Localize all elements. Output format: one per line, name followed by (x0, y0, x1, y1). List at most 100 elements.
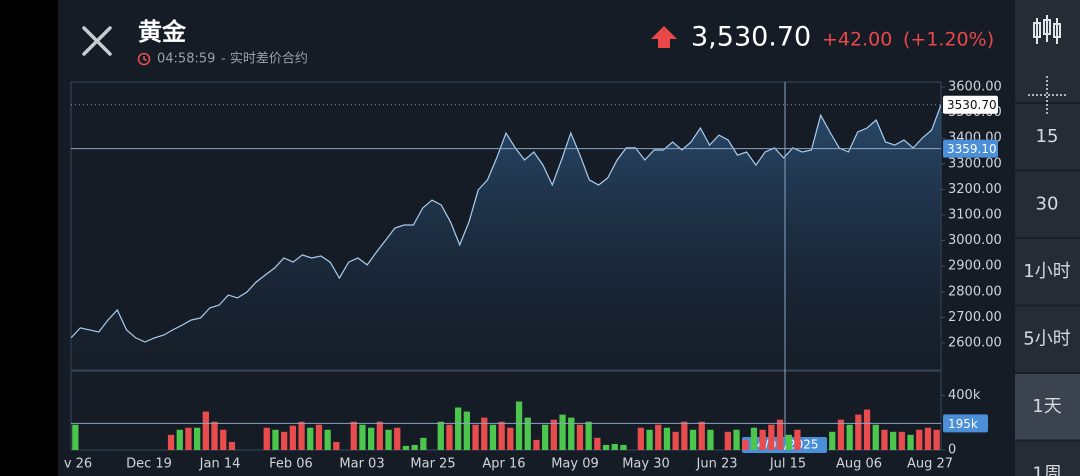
y-tick-label: 3200.00 (948, 182, 1002, 197)
volume-bar (759, 429, 766, 450)
interval-label[interactable]: 30 (1036, 194, 1059, 215)
instrument-title: 黄金 (138, 18, 187, 46)
volume-bar (350, 421, 357, 450)
interval-button[interactable]: 15 (1015, 102, 1080, 147)
volume-bar (881, 429, 888, 450)
x-tick-label: Aug 27 (907, 457, 953, 472)
y-tick-label: 3600.00 (948, 79, 1002, 94)
volume-bar (167, 434, 175, 450)
instrument-subtitle: - 实时差价合约 (221, 52, 308, 67)
volume-bar (559, 414, 566, 450)
volume-bar (785, 434, 792, 450)
volume-bar (855, 414, 862, 450)
up-arrow-icon (651, 26, 677, 48)
volume-bar (515, 401, 523, 450)
volume-bar (437, 421, 444, 450)
last-price-tag (943, 95, 998, 114)
y-tick-label: 0 (948, 443, 956, 458)
crosshair-price-tag (943, 139, 998, 158)
x-tick-label: Aug 06 (836, 457, 882, 472)
y-tick-label: 2700.00 (948, 310, 1002, 325)
interval-button[interactable]: 1周 (1015, 439, 1080, 476)
volume-bar (550, 419, 557, 450)
volume-bar (298, 421, 305, 450)
volume-bar (394, 427, 401, 450)
x-tick-label: Mar 03 (339, 457, 384, 472)
volume-bar (916, 429, 923, 450)
y-tick-label: 2800.00 (948, 284, 1002, 299)
clock-icon (137, 52, 151, 66)
volume-bar (794, 429, 801, 450)
interval-button[interactable]: 30 (1015, 169, 1080, 215)
volume-bar (829, 431, 836, 450)
x-tick-label: v 26 (64, 457, 92, 472)
x-tick-label: Feb 06 (269, 457, 313, 472)
volume-bar (507, 427, 514, 450)
price-plot (71, 104, 941, 370)
volume-bar (933, 429, 940, 450)
volume-bar (663, 427, 671, 450)
x-tick-label: Jul 15 (769, 457, 806, 472)
volume-bar (689, 429, 697, 450)
last-price-label: 3530.70 (947, 98, 997, 112)
volume-bar (750, 427, 758, 450)
price-change: +42.00 (822, 29, 892, 51)
volume-bar (724, 431, 731, 450)
interval-label[interactable]: 15 (1036, 126, 1059, 147)
crosshair-price-label: 3359.10 (947, 142, 997, 156)
volume-bar (872, 424, 879, 450)
volume-bar (707, 429, 714, 450)
x-tick-label: May 30 (622, 457, 670, 472)
interval-label[interactable]: 1周 (1032, 464, 1061, 476)
x-tick-label: Mar 25 (410, 457, 455, 472)
volume-bar (672, 431, 679, 450)
volume-bar (446, 424, 453, 450)
price-line (71, 104, 941, 343)
volume-bar (385, 429, 392, 450)
market-time: 04:58:59 (157, 52, 215, 67)
volume-bar (359, 424, 366, 450)
y-tick-label: 2600.00 (948, 335, 1002, 350)
candlestick-icon[interactable] (1033, 15, 1061, 44)
volume-bar (602, 444, 610, 450)
y-tick-label: 400k (948, 388, 981, 403)
interval-button[interactable]: 5小时 (1015, 304, 1080, 350)
volume-bar (768, 424, 775, 450)
volume-bar (202, 411, 209, 450)
volume-bar (646, 429, 653, 450)
volume-bar (315, 424, 323, 450)
y-tick-label: 2900.00 (948, 259, 1002, 274)
volume-bar (733, 429, 740, 450)
volume-bar (655, 424, 662, 450)
x-tick-label: Jan 14 (199, 457, 241, 472)
close-button[interactable] (82, 26, 112, 56)
volume-bar (368, 427, 375, 450)
volume-bar (455, 407, 462, 450)
volume-bar (228, 441, 236, 450)
volume-bar (542, 424, 549, 450)
y-tick-label: 3300.00 (948, 156, 1002, 171)
interval-selected-bg (1015, 373, 1080, 440)
volume-bar (211, 421, 218, 450)
interval-label[interactable]: 1小时 (1023, 261, 1070, 282)
volume-bar (463, 411, 470, 450)
volume-bar (272, 429, 279, 450)
current-price: 3,530.70 (691, 22, 811, 53)
volume-bar (281, 431, 288, 450)
interval-button[interactable]: 1天 (1015, 372, 1080, 440)
volume-bar (863, 409, 871, 450)
volume-bar (376, 421, 383, 450)
interval-label[interactable]: 5小时 (1023, 329, 1070, 350)
volume-bar (194, 427, 201, 450)
volume-bar (263, 427, 270, 450)
interval-label[interactable]: 1天 (1032, 396, 1061, 417)
volume-bar (498, 421, 505, 450)
volume-bar (620, 444, 627, 450)
x-tick-label: Apr 16 (482, 457, 525, 472)
x-tick-label: Dec 19 (126, 457, 172, 472)
volume-bar (524, 417, 531, 450)
price-change-percent: (+1.20%) (903, 29, 994, 51)
interval-button[interactable]: 1小时 (1015, 237, 1080, 282)
volume-bar (289, 425, 296, 450)
